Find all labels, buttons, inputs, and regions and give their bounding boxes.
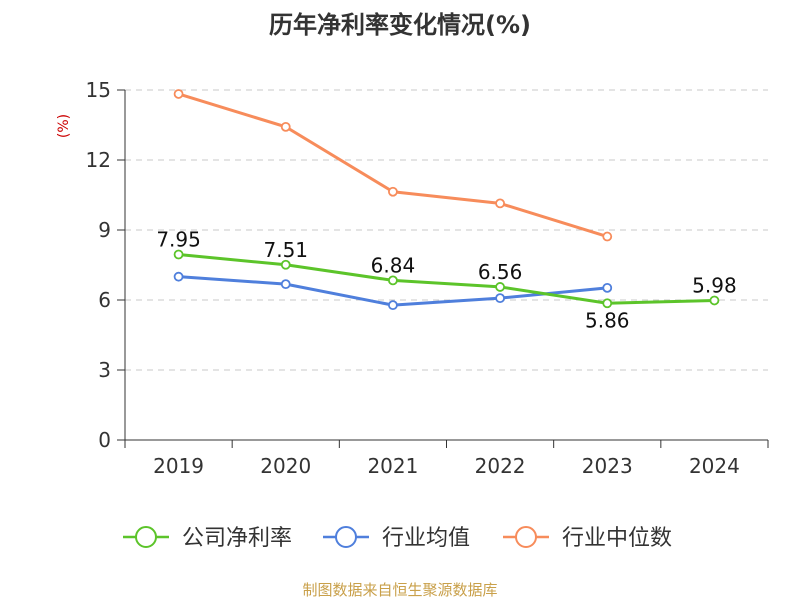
legend-marker [335,526,357,548]
x-tick-label: 2024 [689,454,740,478]
x-tick-label: 2021 [367,454,418,478]
data-point-0 [280,259,291,270]
data-point-0 [495,282,505,292]
series-layer [173,89,720,311]
chart-title: 历年净利率变化情况(%) [269,11,531,39]
y-tick-label: 3 [98,358,111,382]
x-tick-label: 2019 [153,454,204,478]
data-point-1 [280,279,291,290]
series-line-2 [178,92,608,238]
gridlines [125,89,768,371]
data-point-1 [495,293,505,304]
source-note: 制图数据来自恒生聚源数据库 [302,581,497,599]
data-labels: 7.95 7.51 6.84 6.56 5.86 5.98 [156,228,736,333]
data-point-2 [388,186,398,197]
data-point-0 [602,298,613,309]
data-point-2 [280,121,291,132]
data-point-1 [602,282,613,293]
legend: 公司净利率 行业均值 行业中位数 [123,526,672,551]
data-point-0 [709,295,720,306]
y-tick-label: 0 [98,428,111,452]
data-point-2 [173,89,184,99]
data-point-2 [602,231,613,242]
y-tick-label: 6 [98,288,111,312]
legend-item: 行业均值 [323,526,470,551]
x-tick-label: 2020 [260,454,311,478]
legend-item: 行业中位数 [503,526,672,551]
x-tick-label: 2022 [475,454,526,478]
data-point-1 [388,300,398,311]
legend-marker [515,526,537,548]
data-label: 7.95 [156,228,201,252]
data-label: 7.51 [263,238,308,262]
data-point-2 [495,198,505,209]
y-axis-label: (%) [56,114,72,138]
data-label: 6.84 [371,253,416,277]
legend-item: 公司净利率 [123,526,292,551]
data-label: 5.86 [585,308,630,332]
legend-label: 行业均值 [382,526,470,551]
data-label: 6.56 [478,260,523,284]
data-point-0 [388,275,398,286]
legend-label: 公司净利率 [182,526,292,551]
series-line-0 [178,253,715,305]
y-tick-label: 12 [86,148,111,172]
y-tick-label: 15 [86,78,111,102]
data-label: 5.98 [692,273,737,297]
data-point-0 [173,249,184,260]
legend-marker [135,526,157,548]
y-tick-label: 9 [98,218,111,242]
data-point-1 [173,271,184,282]
x-tick-label: 2023 [582,454,633,478]
axes: 0 3 6 9 12 15 2019 2020 2021 2022 2023 2024 [86,78,769,478]
legend-label: 行业中位数 [562,526,672,551]
